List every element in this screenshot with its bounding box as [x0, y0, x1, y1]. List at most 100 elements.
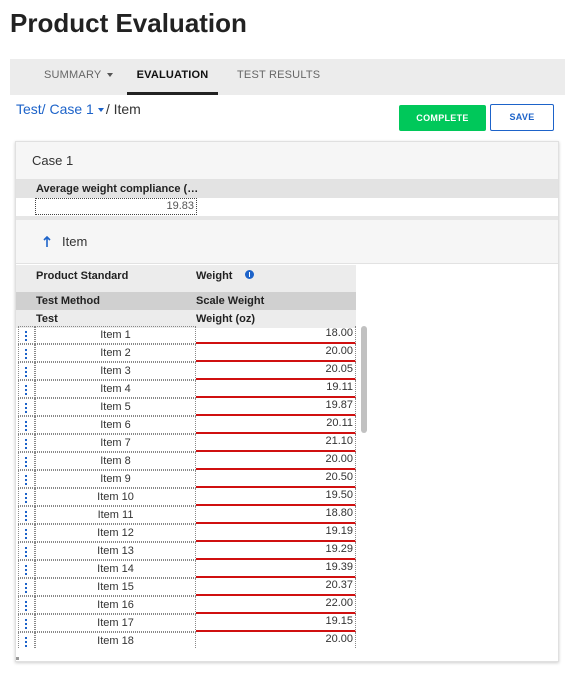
item-name-cell: Item 3 — [35, 362, 196, 380]
table-row: Item 6 20.11 — [16, 416, 356, 434]
evaluation-panel: Case 1 Average weight compliance (… 19.8… — [15, 141, 559, 662]
row-menu-icon[interactable] — [18, 416, 35, 434]
item-title: Item — [62, 234, 88, 249]
table-row: Item 12 19.19 — [16, 524, 356, 542]
table-row: Item 15 20.37 — [16, 578, 356, 596]
item-name-cell: Item 10 — [35, 488, 196, 506]
test-label: Test — [36, 313, 58, 325]
item-name-cell: Item 16 — [35, 596, 196, 614]
table-row: Item 13 19.29 — [16, 542, 356, 560]
row-menu-icon[interactable] — [18, 380, 35, 398]
row-menu-icon[interactable] — [18, 470, 35, 488]
tab-evaluation[interactable]: EVALUATION — [127, 59, 218, 95]
row-menu-icon[interactable] — [18, 452, 35, 470]
item-name-cell: Item 2 — [35, 344, 196, 362]
section-divider — [16, 216, 558, 220]
table-row: Item 17 19.15 — [16, 614, 356, 632]
test-method-value: Scale Weight — [196, 295, 265, 307]
average-weight-value[interactable]: 19.83 — [35, 198, 197, 215]
row-menu-icon[interactable] — [18, 596, 35, 614]
page-title: Product Evaluation — [10, 8, 247, 38]
weight-input-cell[interactable]: 19.15 — [196, 614, 356, 632]
table-row: Item 2 20.00 — [16, 344, 356, 362]
summary-column-header: Average weight compliance (… — [16, 180, 558, 198]
table-row: Item 14 19.39 — [16, 560, 356, 578]
weight-input-cell[interactable]: 20.00 — [196, 344, 356, 362]
product-standard-label: Product Standard — [36, 270, 129, 282]
vertical-scrollbar[interactable] — [361, 326, 367, 648]
breadcrumb-case-link[interactable]: Test/ Case 1 — [16, 101, 94, 117]
table-row: Item 7 21.10 — [16, 434, 356, 452]
weight-input-cell[interactable]: 22.00 — [196, 596, 356, 614]
case-header: Case 1 — [16, 142, 558, 180]
weight-input-cell[interactable]: 21.10 — [196, 434, 356, 452]
breadcrumb: Test/ Case 1 / Item — [16, 101, 141, 117]
item-name-cell: Item 14 — [35, 560, 196, 578]
table-row: Item 9 20.50 — [16, 470, 356, 488]
weight-input-cell[interactable]: 19.50 — [196, 488, 356, 506]
row-menu-icon[interactable] — [18, 398, 35, 416]
weight-input-cell[interactable]: 20.37 — [196, 578, 356, 596]
row-menu-icon[interactable] — [18, 326, 35, 344]
weight-input-cell[interactable]: 20.11 — [196, 416, 356, 434]
scrollbar-thumb[interactable] — [361, 326, 367, 433]
row-menu-icon[interactable] — [18, 578, 35, 596]
item-name-cell: Item 13 — [35, 542, 196, 560]
weight-input-cell[interactable]: 20.00 — [196, 632, 356, 648]
weight-input-cell[interactable]: 19.11 — [196, 380, 356, 398]
weight-input-cell[interactable]: 19.39 — [196, 560, 356, 578]
row-menu-icon[interactable] — [18, 362, 35, 380]
case-title: Case 1 — [32, 153, 74, 168]
table-row: Item 8 20.00 — [16, 452, 356, 470]
weight-input-cell[interactable]: 18.00 — [196, 326, 356, 344]
table-row: Item 18 20.00 — [16, 632, 356, 648]
row-menu-icon[interactable] — [18, 488, 35, 506]
weight-input-cell[interactable]: 20.00 — [196, 452, 356, 470]
test-method-label: Test Method — [36, 295, 100, 307]
complete-button[interactable]: COMPLETE — [399, 105, 486, 131]
item-name-cell: Item 9 — [35, 470, 196, 488]
row-menu-icon[interactable] — [18, 506, 35, 524]
item-name-cell: Item 17 — [35, 614, 196, 632]
item-name-cell: Item 7 — [35, 434, 196, 452]
table-row: Item 5 19.87 — [16, 398, 356, 416]
grid-header: Product Standard Weight Test Method Scal… — [16, 265, 356, 328]
row-menu-icon[interactable] — [18, 434, 35, 452]
save-button[interactable]: SAVE — [490, 104, 554, 131]
item-name-cell: Item 11 — [35, 506, 196, 524]
weight-input-cell[interactable]: 19.87 — [196, 398, 356, 416]
arrow-up-icon[interactable] — [42, 235, 52, 249]
summary-column-label: Average weight compliance (… — [36, 183, 199, 195]
weight-input-cell[interactable]: 19.19 — [196, 524, 356, 542]
tab-summary-dropdown-icon[interactable] — [107, 73, 113, 77]
row-menu-icon[interactable] — [18, 524, 35, 542]
header-row-product-standard: Product Standard Weight — [16, 265, 356, 292]
tab-test-results[interactable]: TEST RESULTS — [237, 69, 321, 81]
tab-bar: SUMMARY EVALUATION TEST RESULTS — [10, 59, 565, 95]
weight-input-cell[interactable]: 20.50 — [196, 470, 356, 488]
row-menu-icon[interactable] — [18, 542, 35, 560]
table-row: Item 1 18.00 — [16, 326, 356, 344]
row-menu-icon[interactable] — [18, 632, 35, 648]
resize-corner — [16, 657, 19, 660]
item-name-cell: Item 8 — [35, 452, 196, 470]
item-name-cell: Item 12 — [35, 524, 196, 542]
row-menu-icon[interactable] — [18, 560, 35, 578]
item-name-cell: Item 18 — [35, 632, 196, 648]
info-icon[interactable] — [245, 270, 254, 279]
tab-summary[interactable]: SUMMARY — [44, 69, 102, 81]
header-row-test-method: Test Method Scale Weight — [16, 292, 356, 310]
breadcrumb-dropdown-icon[interactable] — [97, 108, 104, 113]
row-menu-icon[interactable] — [18, 344, 35, 362]
breadcrumb-separator: / — [105, 101, 110, 117]
row-menu-icon[interactable] — [18, 614, 35, 632]
header-row-test: Test Weight (oz) — [16, 310, 356, 328]
product-standard-value: Weight — [196, 270, 233, 282]
table-row: Item 16 22.00 — [16, 596, 356, 614]
weight-input-cell[interactable]: 19.29 — [196, 542, 356, 560]
weight-input-cell[interactable]: 18.80 — [196, 506, 356, 524]
item-name-cell: Item 4 — [35, 380, 196, 398]
table-row: Item 11 18.80 — [16, 506, 356, 524]
weight-input-cell[interactable]: 20.05 — [196, 362, 356, 380]
